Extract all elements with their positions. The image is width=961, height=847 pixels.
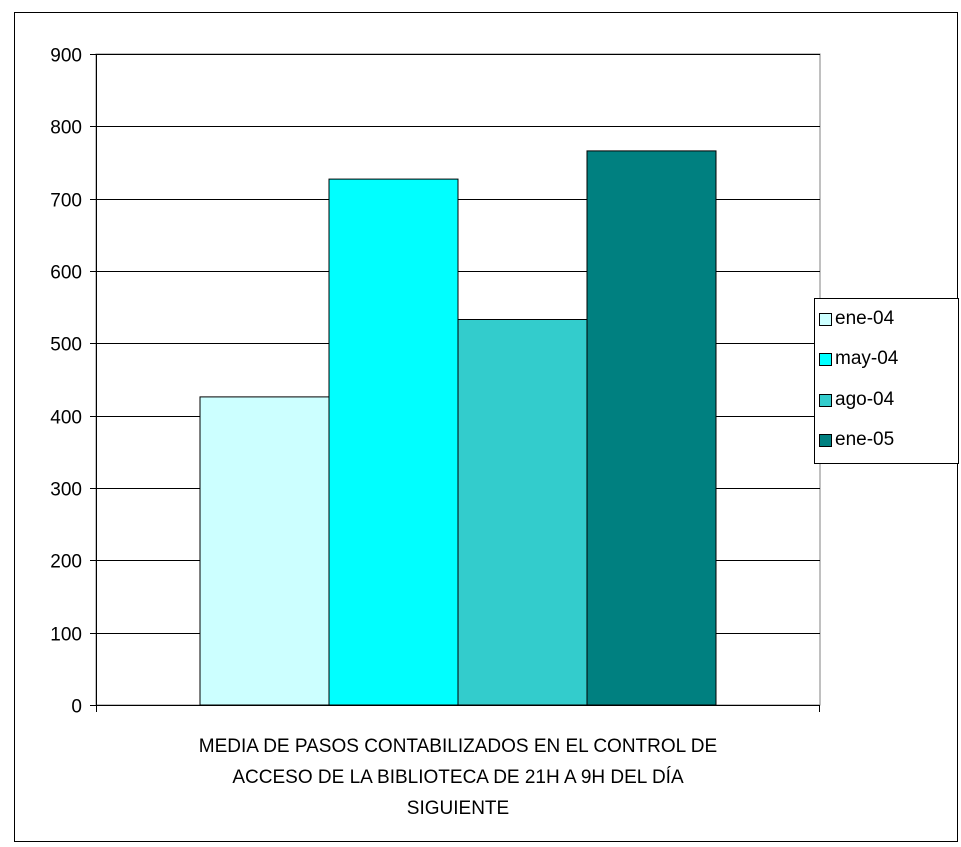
legend-swatch <box>819 433 832 447</box>
y-tick-label: 0 <box>71 697 82 718</box>
x-axis-label-line-3: SIGUIENTE <box>407 798 509 819</box>
y-tick-label: 600 <box>50 263 82 284</box>
y-tick-label: 400 <box>50 408 82 429</box>
y-tick-label: 700 <box>50 191 82 212</box>
legend-label: ene-04 <box>835 308 895 329</box>
y-tick-label: 800 <box>50 118 82 139</box>
y-axis: 0 100 200 300 400 500 600 700 800 900 <box>50 46 97 718</box>
legend-swatch <box>819 312 832 326</box>
x-axis-label-line-1: MEDIA DE PASOS CONTABILIZADOS EN EL CONT… <box>199 736 717 757</box>
legend-swatch <box>819 352 832 366</box>
bar-ago-04 <box>457 319 588 706</box>
legend-item-ago-04: ago-04 <box>819 389 894 411</box>
legend-label: may-04 <box>835 348 899 369</box>
y-tick-label: 200 <box>50 552 82 573</box>
x-axis <box>96 705 820 712</box>
bars <box>199 150 717 706</box>
y-tick-label: 900 <box>50 46 82 67</box>
y-tick-label: 100 <box>50 625 82 646</box>
y-tick-label: 300 <box>50 480 82 501</box>
legend: ene-04 may-04 ago-04 ene-05 <box>814 298 959 464</box>
bar-ene-04 <box>199 396 330 706</box>
y-tick-label: 500 <box>50 335 82 356</box>
legend-swatch <box>819 393 832 407</box>
legend-label: ene-05 <box>835 429 895 450</box>
legend-item-ene-05: ene-05 <box>819 429 894 451</box>
bar-may-04 <box>328 178 459 706</box>
x-axis-label-line-2: ACCESO DE LA BIBLIOTECA DE 21H A 9H DEL … <box>232 767 684 788</box>
legend-label: ago-04 <box>835 389 895 410</box>
legend-item-ene-04: ene-04 <box>819 308 894 330</box>
bar-ene-05 <box>586 150 717 706</box>
legend-item-may-04: may-04 <box>819 348 898 370</box>
